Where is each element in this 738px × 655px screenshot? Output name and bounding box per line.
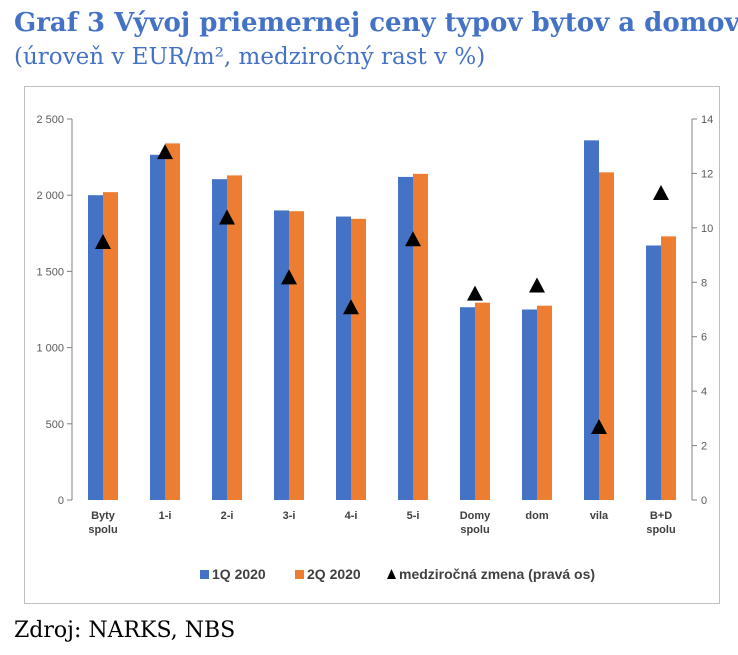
category-label: Domy bbox=[460, 510, 491, 522]
bar-2q-2020 bbox=[599, 172, 614, 500]
yoy-change-marker bbox=[219, 209, 235, 225]
legend-swatch bbox=[200, 570, 209, 579]
yoy-change-marker bbox=[529, 277, 545, 293]
right-tick-label: 12 bbox=[701, 168, 713, 180]
right-tick-label: 2 bbox=[701, 441, 707, 453]
left-tick-label: 1 500 bbox=[36, 266, 64, 278]
left-tick-label: 2 000 bbox=[36, 190, 64, 202]
category-label: 1-i bbox=[159, 510, 172, 522]
bar-1q-2020 bbox=[460, 307, 475, 500]
yoy-change-marker bbox=[281, 269, 297, 285]
bar-2q-2020 bbox=[661, 236, 676, 500]
legend-label: 1Q 2020 bbox=[212, 566, 266, 582]
bar-1q-2020 bbox=[212, 179, 227, 500]
bar-1q-2020 bbox=[522, 309, 537, 500]
category-label: 2-i bbox=[221, 510, 234, 522]
bar-2q-2020 bbox=[227, 175, 242, 500]
bar-1q-2020 bbox=[88, 195, 103, 500]
legend-label: medziročná zmena (pravá os) bbox=[399, 566, 595, 582]
chart-svg: 0 500 1 000 1 500 2 000 2 500 0 2 4 6 8 10 12 14 Byty s… bbox=[36, 114, 713, 582]
category-label: vila bbox=[590, 510, 609, 522]
right-tick-label: 4 bbox=[701, 386, 707, 398]
right-tick-label: 0 bbox=[701, 495, 707, 507]
category-label: 4-i bbox=[345, 510, 358, 522]
category-label: B+D bbox=[650, 510, 672, 522]
left-tick-label: 500 bbox=[46, 419, 64, 431]
bar-2q-2020 bbox=[103, 192, 118, 500]
bar-1q-2020 bbox=[646, 245, 661, 500]
right-tick-label: 10 bbox=[701, 223, 713, 235]
chart-subtitle: (úroveň v EUR/m², medziročný rast v %) bbox=[14, 44, 486, 70]
bar-1q-2020 bbox=[584, 140, 599, 500]
right-tick-label: 8 bbox=[701, 277, 707, 289]
bar-1q-2020 bbox=[398, 176, 413, 501]
category-label: spolu bbox=[88, 524, 117, 536]
chart-title: Graf 3 Vývoj priemernej ceny typov bytov… bbox=[14, 8, 738, 38]
yoy-change-marker bbox=[95, 233, 111, 249]
right-tick-label: 14 bbox=[701, 114, 713, 126]
right-tick-label: 6 bbox=[701, 332, 707, 344]
bar-2q-2020 bbox=[165, 143, 180, 500]
bar-2q-2020 bbox=[413, 173, 428, 500]
category-label: dom bbox=[525, 510, 548, 522]
category-label: spolu bbox=[460, 524, 489, 536]
bar-2q-2020 bbox=[289, 211, 304, 500]
category-label: Byty bbox=[91, 510, 116, 522]
category-label: 5-i bbox=[407, 510, 420, 522]
left-tick-label: 0 bbox=[58, 495, 64, 507]
yoy-change-marker bbox=[467, 285, 483, 301]
yoy-change-marker bbox=[653, 184, 669, 200]
yoy-change-marker bbox=[405, 231, 421, 247]
bar-2q-2020 bbox=[537, 305, 552, 500]
left-tick-label: 1 000 bbox=[36, 343, 64, 355]
bar-2q-2020 bbox=[475, 302, 490, 500]
bar-2q-2020 bbox=[351, 218, 366, 500]
chart-frame: 0 500 1 000 1 500 2 000 2 500 0 2 4 6 8 10 12 14 Byty s… bbox=[24, 86, 720, 604]
category-label: 3-i bbox=[283, 510, 296, 522]
yoy-change-marker bbox=[157, 144, 173, 160]
category-label: spolu bbox=[646, 524, 675, 536]
source-note: Zdroj: NARKS, NBS bbox=[14, 618, 236, 643]
left-tick-label: 2 500 bbox=[36, 114, 64, 126]
legend-swatch bbox=[387, 569, 396, 579]
bar-1q-2020 bbox=[274, 210, 289, 500]
legend-swatch bbox=[295, 570, 304, 579]
yoy-change-marker bbox=[591, 419, 607, 435]
yoy-change-marker bbox=[343, 299, 359, 315]
bar-1q-2020 bbox=[336, 216, 351, 500]
bar-1q-2020 bbox=[150, 154, 165, 500]
legend-label: 2Q 2020 bbox=[307, 566, 361, 582]
